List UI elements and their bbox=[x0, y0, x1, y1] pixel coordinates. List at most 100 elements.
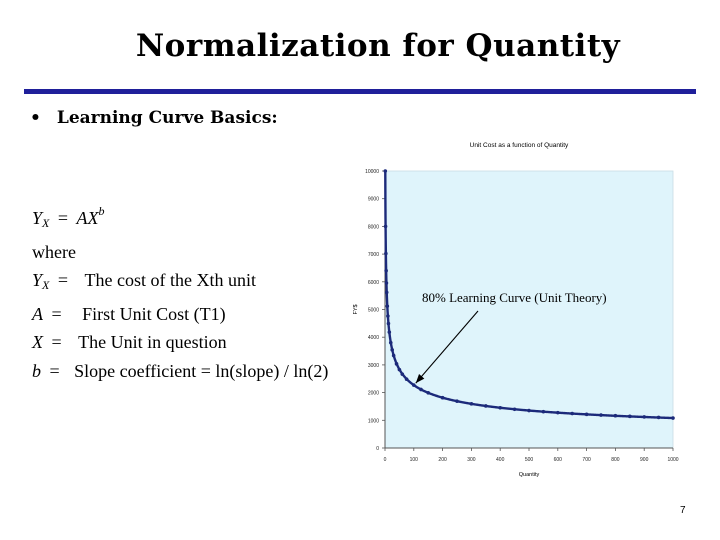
series-point bbox=[397, 367, 402, 372]
x-tick-label: 0 bbox=[384, 457, 387, 463]
formula-var-yx-sub: X bbox=[42, 278, 50, 292]
series-point bbox=[469, 402, 474, 406]
y-tick-label: 6000 bbox=[368, 280, 379, 286]
x-tick-label: 1000 bbox=[667, 457, 678, 463]
series-point bbox=[390, 348, 394, 352]
x-tick-label: 200 bbox=[438, 457, 447, 463]
x-tick-label: 300 bbox=[467, 457, 476, 463]
y-tick-label: 10000 bbox=[365, 169, 379, 175]
y-axis-label: FY$ bbox=[353, 304, 359, 314]
formula-line-2: where bbox=[32, 238, 328, 267]
x-tick-label: 900 bbox=[640, 457, 649, 463]
x-tick-label: 100 bbox=[410, 457, 419, 463]
series-point bbox=[383, 224, 388, 229]
x-axis-label: Quantity bbox=[519, 472, 540, 478]
slide-number: 7 bbox=[680, 505, 686, 516]
y-tick-label: 4000 bbox=[368, 335, 379, 341]
formula-var-x: X bbox=[32, 332, 43, 352]
series-point bbox=[584, 412, 589, 417]
series-point bbox=[671, 416, 675, 420]
formula-equals: = bbox=[57, 208, 69, 228]
series-point bbox=[400, 372, 405, 376]
y-tick-labels: 0 1000 2000 3000 4000 5000 6000 7000 8000 9000 100… bbox=[365, 169, 379, 452]
x-tick-label: 400 bbox=[496, 457, 505, 463]
series-point bbox=[388, 340, 393, 345]
y-tick-label: 1000 bbox=[368, 418, 379, 424]
formula-line-6: b = Slope coefficient = ln(slope) / ln(2… bbox=[32, 357, 328, 386]
series-point bbox=[556, 410, 560, 415]
bullet-dot: • bbox=[30, 108, 41, 128]
x-tick-label: 600 bbox=[554, 457, 563, 463]
series-point bbox=[628, 414, 632, 419]
chart-title: Unit Cost as a function of Quantity bbox=[470, 142, 569, 149]
series-point bbox=[384, 281, 389, 285]
series-point bbox=[394, 362, 399, 366]
bullet-item: • Learning Curve Basics: bbox=[30, 108, 278, 128]
series-point bbox=[484, 404, 488, 408]
series-point bbox=[455, 399, 459, 403]
x-tick-label: 700 bbox=[582, 457, 591, 463]
series-point bbox=[404, 377, 409, 382]
series-point bbox=[384, 290, 389, 295]
formula-desc-yx: The cost of the Xth unit bbox=[84, 270, 256, 290]
y-tick-label: 2000 bbox=[368, 391, 379, 397]
formula-desc-x: The Unit in question bbox=[78, 332, 227, 352]
series-point bbox=[386, 314, 390, 318]
series-point bbox=[383, 169, 388, 173]
annotation-label: 80% Learning Curve (Unit Theory) bbox=[422, 290, 607, 305]
learning-curve-chart: 0100020003000400050006000700080009000100… bbox=[353, 142, 679, 478]
series-point bbox=[642, 415, 646, 419]
formula-lhs-var: Y bbox=[32, 208, 43, 228]
plot-area bbox=[384, 170, 674, 449]
title-rule bbox=[24, 89, 696, 94]
formula-line-4: A = First Unit Cost (T1) bbox=[32, 300, 328, 329]
formula-desc-a: First Unit Cost (T1) bbox=[82, 303, 226, 324]
slide-title: Normalization for Quantity bbox=[135, 28, 621, 64]
series-point bbox=[527, 408, 531, 413]
formula-desc-b: Slope coefficient = ln(slope) / ln(2) bbox=[74, 360, 329, 381]
formula-rhs-var: AX bbox=[76, 208, 99, 228]
formula-block: YX = AXb where YX = The cost of the Xth … bbox=[32, 197, 328, 385]
series-point bbox=[391, 353, 396, 358]
y-tick-label: 7000 bbox=[368, 252, 379, 258]
series-point bbox=[613, 413, 618, 418]
series-point bbox=[512, 407, 517, 412]
formula-line-1: YX = AXb bbox=[32, 197, 328, 238]
x-tick-labels: 0 100 200 300 400 500 600 700 800 900 1000 bbox=[384, 457, 679, 463]
series-point bbox=[656, 415, 661, 420]
y-tick-label: 8000 bbox=[368, 224, 379, 230]
formula-var-yx: Y bbox=[32, 270, 43, 290]
x-tick-label: 800 bbox=[611, 457, 620, 463]
series-point bbox=[412, 383, 416, 387]
x-tick-label: 500 bbox=[525, 457, 534, 463]
formula-rhs-sup: b bbox=[98, 204, 105, 218]
formula-equals: = bbox=[51, 332, 62, 352]
formula-var-b: b bbox=[32, 360, 41, 381]
formula-lhs-sub: X bbox=[42, 216, 50, 230]
formula-line-5: X = The Unit in question bbox=[32, 328, 328, 357]
series-point bbox=[386, 321, 391, 326]
series-point bbox=[426, 390, 430, 395]
series-point bbox=[387, 330, 392, 334]
annotation-arrow bbox=[415, 310, 479, 384]
y-tick-label: 3000 bbox=[368, 363, 379, 369]
series-points bbox=[383, 169, 675, 420]
formula-var-a: A bbox=[32, 303, 43, 324]
bullet-text: Learning Curve Basics: bbox=[56, 108, 278, 128]
annotation-arrowhead bbox=[415, 374, 425, 384]
series-point bbox=[385, 304, 390, 308]
series-point bbox=[541, 409, 546, 414]
y-tick-label: 9000 bbox=[368, 197, 379, 203]
series-point bbox=[498, 405, 502, 410]
formula-line-3: YX = The cost of the Xth unit bbox=[32, 266, 328, 300]
series-point bbox=[419, 387, 423, 392]
formula-equals: = bbox=[49, 360, 60, 381]
series-point bbox=[570, 411, 574, 416]
series-point bbox=[599, 413, 603, 417]
series-point bbox=[440, 395, 445, 400]
formula-where: where bbox=[32, 241, 76, 262]
series-point bbox=[384, 251, 388, 256]
series-point bbox=[384, 268, 388, 273]
formula-equals: = bbox=[51, 303, 62, 324]
formula-equals: = bbox=[57, 270, 69, 290]
